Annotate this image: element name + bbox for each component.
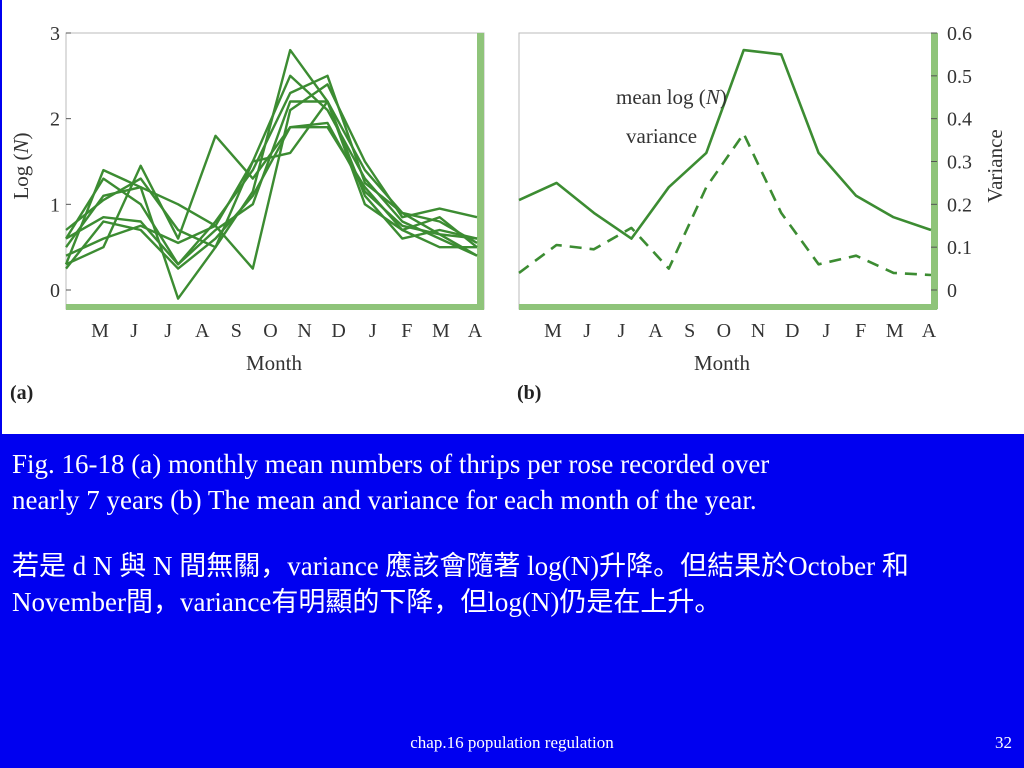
panel-a-x-axis-title: Month [246, 351, 303, 375]
panel-b-x-axis-title: Month [694, 351, 751, 375]
panel-b-y-tick-label: 0.4 [947, 109, 972, 131]
panel-a-series-line [64, 100, 478, 300]
panel-b-label: (b) [517, 382, 541, 404]
panel-b-x-tick-label: A [922, 320, 937, 342]
panel-a-y-tick-label: 1 [50, 194, 60, 216]
variance-annotation: variance [626, 124, 697, 148]
panel-b-y-tick-label: 0.3 [947, 152, 972, 174]
slide-number: 32 [995, 733, 1012, 752]
panel-b-x-tick-label: O [717, 320, 731, 342]
caption-line-1: Fig. 16-18 (a) monthly mean numbers of t… [12, 449, 770, 479]
chinese-note: 若是 d N 與 N 間無關，variance 應該會隨著 log(N)升降。但… [12, 551, 909, 617]
variance-line [518, 132, 932, 277]
caption-line-2: nearly 7 years (b) The mean and variance… [12, 485, 757, 515]
panel-b-x-tick-label: A [648, 320, 663, 342]
panel-a-x-tick-label: S [231, 320, 242, 342]
panel-a-x-tick-label: J [164, 320, 172, 342]
panel-b-x-tick-label: D [785, 320, 799, 342]
panel-a-y-axis-title: Log (N) [9, 132, 33, 199]
figure-caption: Fig. 16-18 (a) monthly mean numbers of t… [12, 446, 1012, 518]
panel-a-label: (a) [10, 382, 33, 404]
panel-b-series [518, 48, 932, 277]
panel-a-y-ticks: 0 1 2 3 [50, 23, 71, 302]
panel-a-y-tick-label: 3 [50, 23, 60, 45]
panel-a-x-tick-label: M [432, 320, 450, 342]
panel-b-y-tick-label: 0.1 [947, 237, 972, 259]
panel-a-y-tick-label: 2 [50, 109, 60, 131]
panel-a-x-tick-label: A [468, 320, 483, 342]
panel-b-x-tick-label: J [583, 320, 591, 342]
slide-footer-title: chap.16 population regulation [410, 733, 614, 752]
panel-a-x-tick-label: N [297, 320, 311, 342]
panel-a-x-tick-label: M [91, 320, 109, 342]
panel-a-x-tick-label: J [130, 320, 138, 342]
panel-b-x-tick-label: M [886, 320, 904, 342]
panel-a-x-tick-label: J [369, 320, 377, 342]
panel-a-x-axis-bar [66, 304, 484, 310]
panel-b-y-tick-label: 0.6 [947, 23, 972, 45]
panel-a-series-line [65, 48, 477, 249]
panel-b-y-tick-label: 0.2 [947, 194, 972, 216]
panel-a-x-tick-label: F [401, 320, 412, 342]
panel-b-x-tick-label: F [855, 320, 866, 342]
panel-a-series-line [65, 83, 478, 270]
panel-b-right-bar [931, 33, 938, 309]
panel-a-series-line [65, 125, 478, 270]
panel-b-x-tick-label: M [544, 320, 562, 342]
panel-a-series-line [64, 74, 478, 266]
panel-b-x-tick-label: J [617, 320, 625, 342]
panel-b-y-tick-label: 0 [947, 280, 957, 302]
panel-b-x-axis-bar [519, 304, 937, 310]
panel-a-series [64, 48, 478, 300]
panel-a-x-tick-label: D [331, 320, 345, 342]
panel-a-series-line [65, 100, 478, 266]
panel-b-x-tick-label: N [751, 320, 765, 342]
panel-b-frame [518, 32, 938, 310]
panel-a-x-tick-label: O [263, 320, 277, 342]
mean-log-annotation: mean log (N) [616, 85, 727, 109]
panel-a-right-bar [477, 33, 484, 309]
panel-b-y-axis-title: Variance [983, 129, 1007, 202]
panel-a-y-tick-label: 0 [50, 280, 60, 302]
mean-log-line [518, 48, 932, 240]
panel-b-y-ticks: 0 0.1 0.2 0.3 0.4 0.5 0.6 [931, 23, 972, 302]
panel-b-y-tick-label: 0.5 [947, 66, 972, 88]
panel-b-x-tick-label: S [684, 320, 695, 342]
panel-a-series-line [65, 74, 478, 257]
panel-a-x-tick-label: A [195, 320, 210, 342]
panel-b-x-tick-label: J [823, 320, 831, 342]
